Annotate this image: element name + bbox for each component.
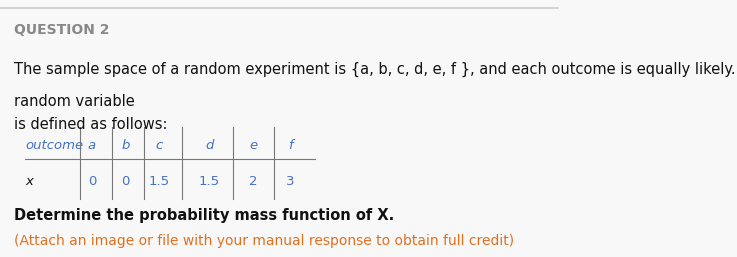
Text: 0: 0 [122, 175, 130, 188]
Text: c: c [156, 139, 163, 152]
Text: QUESTION 2: QUESTION 2 [14, 23, 109, 37]
Text: The sample space of a random experiment is {a, b, c, d, e, f }, and each outcome: The sample space of a random experiment … [14, 62, 737, 77]
Text: 1.5: 1.5 [148, 175, 170, 188]
Text: a: a [88, 139, 96, 152]
Text: Determine the probability mass function of X.: Determine the probability mass function … [14, 208, 394, 223]
Text: 1.5: 1.5 [198, 175, 220, 188]
Text: e: e [250, 139, 258, 152]
Text: is defined as follows:: is defined as follows: [14, 117, 167, 132]
Text: outcome: outcome [25, 139, 83, 152]
Text: 0: 0 [88, 175, 97, 188]
Text: b: b [122, 139, 130, 152]
Text: f: f [287, 139, 293, 152]
Text: x: x [25, 175, 33, 188]
Text: d: d [205, 139, 213, 152]
Text: random variable: random variable [14, 94, 135, 109]
Text: 3: 3 [286, 175, 294, 188]
Text: (Attach an image or file with your manual response to obtain full credit): (Attach an image or file with your manua… [14, 234, 514, 248]
Text: 2: 2 [250, 175, 258, 188]
